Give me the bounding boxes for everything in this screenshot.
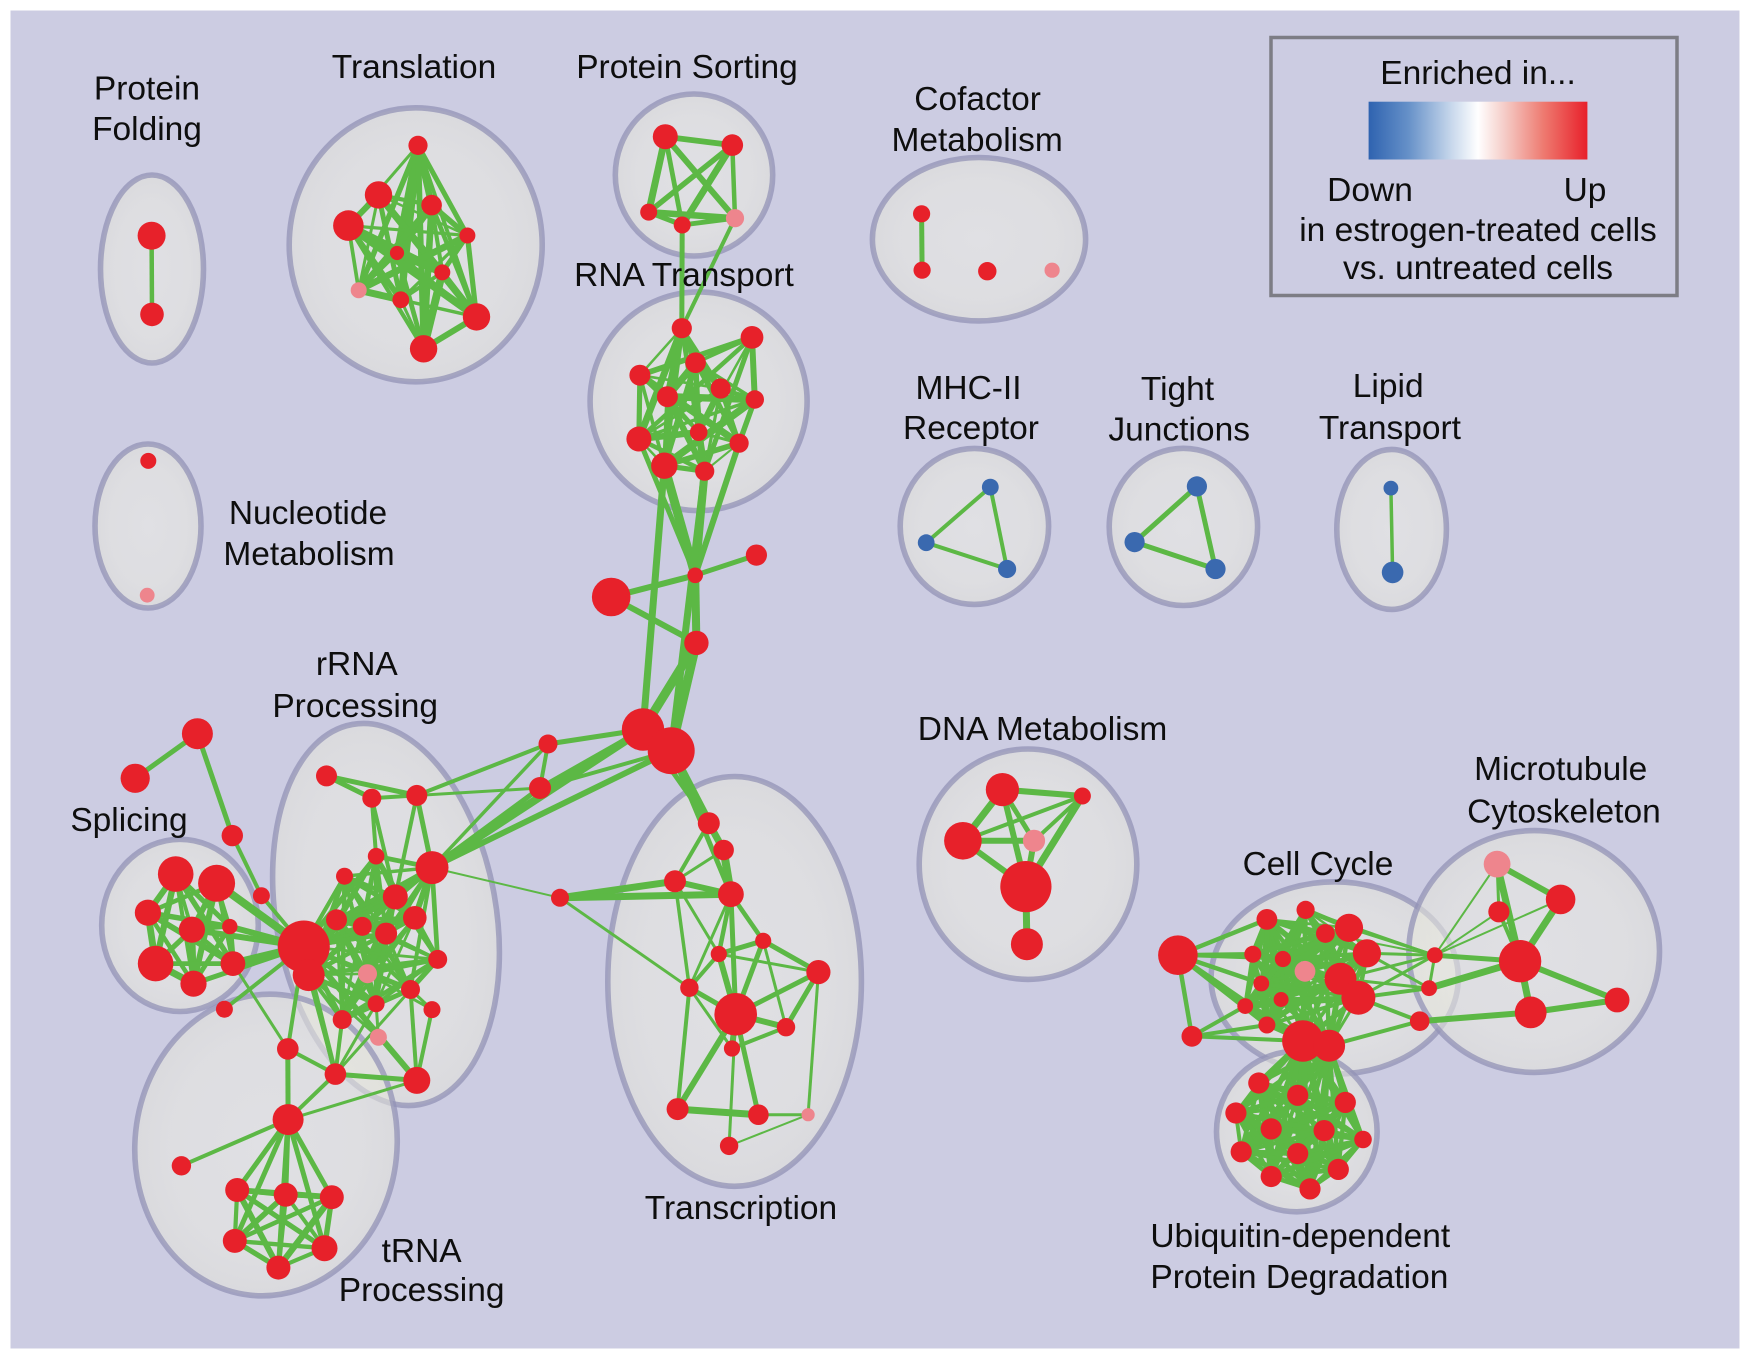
svg-text:Protein: Protein — [94, 71, 200, 108]
svg-text:DNA Metabolism: DNA Metabolism — [918, 711, 1167, 748]
svg-text:vs. untreated cells: vs. untreated cells — [1343, 250, 1613, 287]
svg-text:rRNA: rRNA — [316, 646, 399, 683]
svg-text:tRNA: tRNA — [382, 1233, 463, 1270]
svg-text:Protein Degradation: Protein Degradation — [1150, 1259, 1448, 1296]
svg-text:RNA Transport: RNA Transport — [574, 257, 794, 294]
svg-text:Metabolism: Metabolism — [891, 122, 1062, 159]
svg-text:in estrogen-treated cells: in estrogen-treated cells — [1299, 212, 1657, 249]
svg-text:Ubiquitin-dependent: Ubiquitin-dependent — [1150, 1218, 1451, 1255]
svg-text:Cofactor: Cofactor — [914, 81, 1041, 118]
svg-text:Processing: Processing — [339, 1272, 505, 1309]
svg-text:Translation: Translation — [332, 49, 496, 86]
svg-text:Tight: Tight — [1141, 371, 1215, 408]
svg-text:Transport: Transport — [1319, 410, 1462, 447]
svg-text:Metabolism: Metabolism — [223, 536, 394, 573]
svg-text:Cytoskeleton: Cytoskeleton — [1467, 794, 1661, 831]
svg-text:Up: Up — [1564, 172, 1607, 209]
svg-text:Transcription: Transcription — [645, 1190, 837, 1227]
svg-text:Folding: Folding — [92, 111, 202, 148]
svg-text:Lipid: Lipid — [1353, 368, 1424, 405]
svg-text:Junctions: Junctions — [1108, 412, 1250, 449]
svg-text:MHC-II: MHC-II — [915, 370, 1021, 407]
svg-text:Enriched in...: Enriched in... — [1380, 55, 1576, 92]
svg-text:Nucleotide: Nucleotide — [229, 495, 387, 532]
svg-text:Processing: Processing — [272, 688, 438, 725]
svg-text:Cell Cycle: Cell Cycle — [1243, 846, 1394, 883]
svg-text:Down: Down — [1327, 172, 1413, 209]
svg-text:Receptor: Receptor — [903, 410, 1039, 447]
svg-text:Protein Sorting: Protein Sorting — [576, 49, 798, 86]
svg-text:Splicing: Splicing — [70, 802, 187, 839]
svg-text:Microtubule: Microtubule — [1474, 751, 1647, 788]
